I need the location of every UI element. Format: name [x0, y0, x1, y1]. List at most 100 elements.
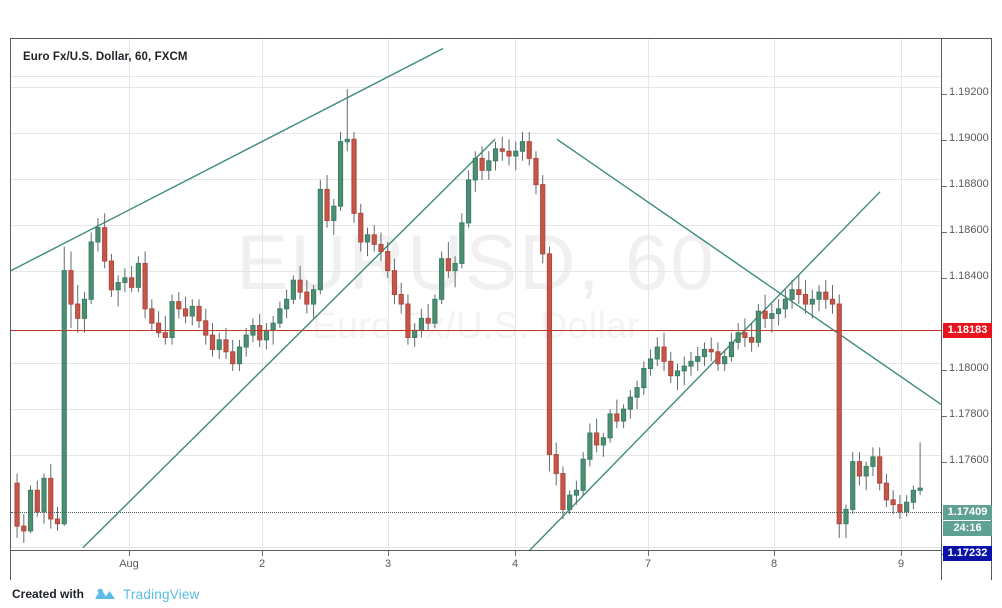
candle: [742, 318, 748, 348]
candle: [88, 232, 94, 305]
candle: [904, 495, 910, 517]
candle: [364, 227, 371, 257]
price-tick-mark: [942, 278, 947, 279]
candle: [236, 339, 243, 371]
candle: [499, 136, 505, 161]
candle: [196, 299, 202, 328]
price-tick-label: 1.18000: [949, 362, 989, 374]
candle: [182, 296, 189, 324]
alert-price-line[interactable]: [11, 330, 941, 331]
time-tick-label: 4: [511, 558, 519, 570]
time-scale[interactable]: Aug 2 3 4 7 8 9: [11, 550, 941, 580]
candle: [829, 284, 836, 314]
candle: [560, 466, 566, 519]
candle: [263, 323, 270, 350]
candle: [823, 280, 829, 309]
candle: [802, 280, 809, 314]
candle: [129, 265, 135, 293]
candle: [681, 356, 687, 386]
candle: [439, 251, 445, 305]
candle: [452, 256, 458, 288]
candle: [391, 258, 398, 305]
gridline-horizontal: [11, 133, 941, 134]
candle: [782, 289, 788, 319]
footer-created-with-label: Created with: [12, 587, 85, 601]
footer: Created with TradingView: [0, 580, 1002, 608]
gridline-vertical: [129, 39, 130, 550]
candle: [115, 275, 121, 307]
candle: [715, 342, 721, 371]
time-tick-mark: [129, 551, 130, 556]
candle: [728, 332, 735, 362]
gridline-horizontal: [11, 547, 941, 548]
price-tick-mark: [942, 186, 947, 187]
price-tick-mark: [942, 462, 947, 463]
price-tick-mark: [942, 140, 947, 141]
time-tick-label: 8: [770, 558, 778, 570]
red-price-badge[interactable]: 1.18183: [943, 323, 992, 338]
candle: [594, 418, 600, 453]
candle: [486, 151, 492, 180]
candle: [506, 139, 512, 166]
chart-legend[interactable]: Euro Fx/U.S. Dollar, 60, FXCM: [23, 51, 188, 63]
candle: [378, 232, 384, 262]
gridline-vertical: [648, 39, 649, 550]
candle: [418, 308, 425, 338]
candle: [284, 289, 290, 319]
candle: [600, 432, 606, 457]
candle: [14, 473, 20, 539]
candle: [654, 337, 660, 367]
lower-rising-channel-trendline[interactable]: [82, 138, 496, 549]
candle: [580, 452, 586, 496]
candle: [816, 284, 822, 312]
candle: [735, 323, 741, 350]
candle: [412, 323, 418, 348]
gridline-vertical: [774, 39, 775, 550]
gridline-vertical: [901, 39, 902, 550]
candle: [155, 311, 162, 338]
candle: [465, 170, 472, 228]
candle: [95, 218, 101, 252]
candle: [634, 380, 640, 410]
candle: [216, 332, 222, 359]
current-price-badge[interactable]: 1.17409: [943, 505, 992, 520]
candle: [641, 361, 647, 395]
gridline-horizontal: [11, 225, 941, 226]
candle: [169, 294, 175, 345]
price-tick-mark: [942, 370, 947, 371]
candle: [75, 284, 81, 333]
time-tick-label: 3: [384, 558, 392, 570]
chart-plot-area[interactable]: EURUSD, 60 Euro Fx/U.S. Dollar Euro Fx/U…: [11, 39, 941, 550]
second-rising-channel-trendline[interactable]: [495, 191, 881, 550]
bar-countdown-badge[interactable]: 24:16: [943, 521, 992, 536]
candle: [701, 342, 708, 367]
candle: [142, 251, 148, 319]
price-scale[interactable]: 1.19200 1.19000 1.18800 1.18600 1.18400 1.180…: [941, 39, 992, 580]
navy-price-badge[interactable]: 1.17232: [943, 546, 992, 561]
footer-brand-name[interactable]: TradingView: [123, 586, 200, 602]
price-tick-mark: [942, 94, 947, 95]
candle: [661, 332, 667, 371]
candlestick-series: [14, 89, 923, 543]
candle: [149, 299, 155, 331]
candle: [695, 347, 701, 371]
candle: [459, 213, 465, 269]
gridline-vertical: [515, 39, 516, 550]
candle: [398, 282, 404, 314]
candle: [627, 390, 633, 419]
descending-resistance-trendline[interactable]: [556, 138, 941, 405]
price-tick-label: 1.18800: [949, 178, 989, 190]
upper-rising-channel-trendline[interactable]: [11, 47, 444, 272]
candle: [223, 327, 229, 359]
candle: [61, 246, 67, 527]
candle: [135, 256, 141, 293]
candle: [796, 275, 802, 305]
candle: [425, 304, 431, 331]
candle: [722, 349, 728, 371]
gridline-horizontal: [11, 409, 941, 410]
candle: [910, 485, 916, 510]
candle: [21, 514, 27, 543]
candle: [526, 132, 532, 166]
candle: [230, 339, 236, 371]
